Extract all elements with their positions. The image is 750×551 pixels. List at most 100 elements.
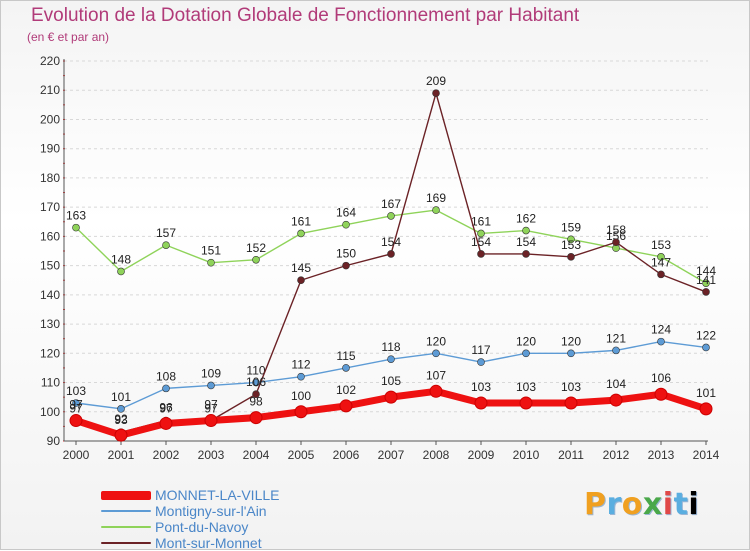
legend-item: MONNET-LA-VILLE — [101, 487, 279, 503]
proxiti-logo: Proxiti — [584, 487, 699, 522]
legend-item: Montigny-sur-l'Ain — [101, 503, 279, 519]
data-point — [339, 399, 353, 413]
x-tick-label: 2001 — [108, 448, 135, 462]
data-label: 163 — [66, 209, 86, 223]
data-label: 110 — [246, 364, 265, 378]
data-label: 92 — [114, 412, 128, 426]
data-label: 162 — [516, 212, 536, 226]
data-point — [432, 89, 440, 97]
data-point — [522, 226, 530, 235]
data-label: 97 — [69, 402, 83, 416]
data-point — [387, 212, 395, 220]
y-tick-label: 150 — [40, 259, 60, 273]
data-label: 154 — [381, 235, 401, 249]
x-tick-label: 2009 — [468, 448, 495, 462]
data-point — [432, 206, 440, 214]
logo-letter: o — [621, 487, 643, 522]
y-tick-label: 190 — [40, 142, 60, 156]
data-label: 120 — [561, 334, 581, 348]
logo-letter: r — [606, 487, 622, 522]
logo-letter: i — [688, 487, 700, 522]
x-tick-label: 2011 — [558, 448, 584, 462]
y-tick-label: 140 — [40, 288, 60, 302]
data-label: 97 — [159, 402, 173, 416]
data-point — [522, 349, 530, 358]
data-label: 98 — [249, 395, 263, 409]
data-point — [567, 349, 575, 358]
data-point — [477, 358, 485, 366]
data-point — [72, 399, 80, 407]
data-point — [252, 255, 260, 264]
data-point — [297, 229, 305, 238]
data-label: 164 — [336, 206, 356, 220]
x-tick-label: 2007 — [378, 448, 405, 462]
data-point — [162, 241, 170, 249]
y-tick-label: 120 — [40, 346, 60, 360]
data-point — [342, 364, 350, 372]
data-point — [654, 387, 668, 401]
data-point — [657, 270, 665, 279]
data-point — [564, 396, 578, 410]
data-label: 122 — [696, 328, 716, 342]
data-point — [432, 349, 440, 358]
data-label: 112 — [291, 358, 310, 372]
data-label: 103 — [66, 384, 86, 398]
data-label: 104 — [606, 377, 626, 391]
data-label: 150 — [336, 247, 356, 261]
legend-label: MONNET-LA-VILLE — [155, 487, 280, 503]
data-point — [702, 279, 710, 287]
logo-letter: i — [662, 487, 674, 522]
y-tick-label: 160 — [40, 229, 60, 243]
data-point — [117, 405, 125, 413]
y-tick-label: 130 — [40, 317, 60, 331]
legend-swatch — [101, 510, 151, 512]
data-point — [567, 235, 575, 244]
data-label: 147 — [651, 255, 671, 269]
y-tick-label: 90 — [47, 434, 61, 448]
data-point — [342, 220, 350, 229]
legend-swatch — [101, 526, 151, 528]
data-label: 108 — [156, 369, 176, 383]
y-tick-label: 200 — [40, 112, 60, 126]
data-label: 106 — [246, 375, 266, 389]
data-label: 109 — [201, 366, 221, 380]
data-point — [477, 250, 485, 258]
data-point — [657, 253, 665, 261]
data-point — [474, 396, 488, 410]
y-tick-label: 170 — [40, 200, 60, 214]
data-point — [612, 346, 620, 355]
data-label: 101 — [111, 390, 131, 404]
data-point — [519, 396, 533, 410]
legend-item: Mont-sur-Monnet — [101, 535, 279, 551]
data-point — [522, 250, 530, 258]
data-label: 153 — [561, 238, 581, 252]
legend-label: Pont-du-Navoy — [155, 519, 249, 535]
data-label: 152 — [246, 241, 266, 255]
chart-subtitle: (en € et par an) — [27, 30, 110, 44]
x-tick-label: 2014 — [693, 448, 720, 462]
data-point — [657, 337, 665, 346]
x-tick-label: 2010 — [513, 448, 540, 462]
data-point — [429, 384, 443, 398]
data-point — [477, 229, 485, 238]
legend-item: Pont-du-Navoy — [101, 519, 279, 535]
data-label: 120 — [516, 334, 536, 348]
data-label: 151 — [201, 244, 221, 258]
data-label: 118 — [381, 340, 400, 354]
data-point — [387, 355, 395, 363]
data-point — [384, 390, 398, 404]
data-point — [294, 405, 308, 419]
data-point — [297, 372, 305, 381]
data-label: 161 — [291, 214, 311, 228]
data-label: 158 — [606, 223, 626, 237]
data-label: 144 — [696, 264, 716, 278]
y-tick-label: 180 — [40, 171, 60, 185]
data-label: 159 — [561, 220, 581, 234]
data-label: 148 — [111, 252, 131, 266]
data-point — [69, 414, 83, 428]
data-point — [207, 381, 215, 390]
data-point — [699, 402, 713, 416]
data-label: 154 — [471, 235, 491, 249]
data-label: 93 — [114, 413, 128, 427]
data-label: 106 — [651, 371, 671, 385]
